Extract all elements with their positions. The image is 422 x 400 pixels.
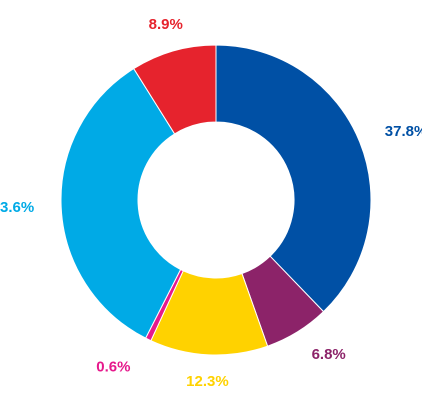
- slice-0: [215, 44, 372, 313]
- slice-label-5: 8.9%: [149, 16, 183, 33]
- slice-label-2: 12.3%: [186, 373, 229, 390]
- slice-label-1: 6.8%: [312, 346, 346, 363]
- slice-label-3: 0.6%: [96, 359, 130, 376]
- slice-label-0: 37.8%: [385, 123, 422, 140]
- slice-4: [60, 67, 182, 339]
- slice-5: [133, 44, 217, 135]
- slice-label-4: 33.6%: [0, 199, 34, 216]
- donut-slices: [60, 44, 372, 356]
- slice-labels: 37.8% 6.8% 12.3% 0.6% 33.6% 8.9%: [0, 16, 422, 390]
